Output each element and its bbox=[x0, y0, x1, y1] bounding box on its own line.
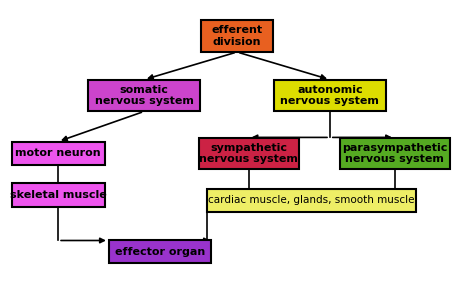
FancyBboxPatch shape bbox=[109, 240, 211, 263]
FancyBboxPatch shape bbox=[12, 142, 105, 165]
FancyBboxPatch shape bbox=[207, 189, 416, 212]
Text: skeletal muscle: skeletal muscle bbox=[10, 190, 107, 200]
FancyBboxPatch shape bbox=[340, 138, 449, 169]
FancyBboxPatch shape bbox=[88, 80, 200, 111]
Text: efferent
division: efferent division bbox=[211, 25, 263, 47]
Text: motor neuron: motor neuron bbox=[15, 148, 101, 158]
Text: effector organ: effector organ bbox=[115, 246, 206, 257]
Text: somatic
nervous system: somatic nervous system bbox=[95, 85, 193, 106]
Text: cardiac muscle, glands, smooth muscle: cardiac muscle, glands, smooth muscle bbox=[208, 195, 415, 205]
Text: sympathetic
nervous system: sympathetic nervous system bbox=[199, 143, 298, 164]
Text: parasympathetic
nervous system: parasympathetic nervous system bbox=[342, 143, 447, 164]
FancyBboxPatch shape bbox=[201, 20, 273, 52]
Text: autonomic
nervous system: autonomic nervous system bbox=[281, 85, 379, 106]
FancyBboxPatch shape bbox=[274, 80, 386, 111]
FancyBboxPatch shape bbox=[12, 183, 105, 207]
FancyBboxPatch shape bbox=[199, 138, 299, 169]
